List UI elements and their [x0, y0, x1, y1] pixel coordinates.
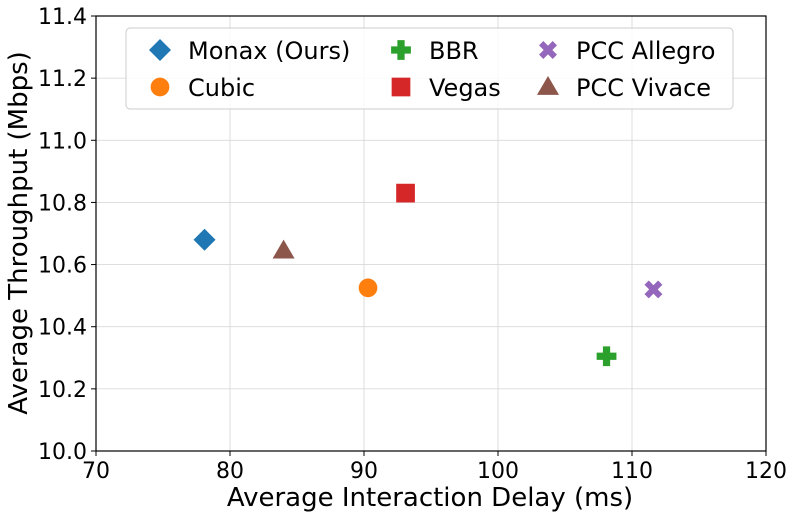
- legend-marker: [539, 41, 557, 59]
- data-point: [644, 280, 663, 299]
- x-tick-label: 80: [216, 459, 244, 484]
- legend-label: PCC Vivace: [576, 74, 711, 102]
- x-tick-label: 100: [477, 459, 519, 484]
- legend-marker: [391, 77, 411, 97]
- y-tick-label: 10.4: [38, 316, 87, 341]
- y-tick-label: 11.2: [38, 67, 87, 92]
- y-tick-label: 11.0: [38, 129, 87, 154]
- y-tick-label: 10.6: [38, 254, 87, 279]
- x-tick-label: 70: [82, 459, 110, 484]
- y-tick-label: 11.4: [38, 5, 87, 30]
- data-points: [193, 183, 663, 367]
- data-point: [358, 278, 378, 298]
- data-point: [396, 183, 415, 203]
- legend-label: BBR: [429, 37, 479, 65]
- x-tick-label: 90: [350, 459, 378, 484]
- legend-marker: [537, 76, 559, 95]
- x-tick-label: 120: [745, 459, 787, 484]
- legend-box: [125, 27, 734, 110]
- legend-marker: [149, 39, 171, 61]
- data-point: [193, 228, 216, 251]
- y-axis-label: Average Throughput (Mbps): [4, 51, 34, 415]
- data-point: [596, 346, 617, 367]
- plot-frame: [95, 15, 767, 452]
- x-tick-label: 110: [611, 459, 653, 484]
- x-axis-label: Average Interaction Delay (ms): [227, 483, 633, 513]
- y-tick-label: 10.8: [38, 191, 87, 216]
- legend-label: Cubic: [188, 74, 255, 102]
- y-axis: 10.0 10.2 10.4 10.6 10.8 11.0 11.2 11.4: [38, 5, 96, 465]
- legend-label: Monax (Ours): [188, 37, 350, 65]
- legend-label: PCC Allegro: [576, 37, 715, 65]
- data-point: [272, 239, 295, 259]
- x-axis: 70 80 90 100 110 120: [82, 451, 787, 484]
- y-tick-label: 10.2: [38, 378, 87, 403]
- legend-marker: [150, 77, 170, 97]
- legend-label: Vegas: [429, 74, 501, 102]
- legend: Monax (Ours) Cubic BBR Vegas PCC Allegro PCC …: [125, 27, 734, 110]
- y-tick-label: 10.0: [38, 440, 87, 465]
- legend-marker: [391, 40, 411, 60]
